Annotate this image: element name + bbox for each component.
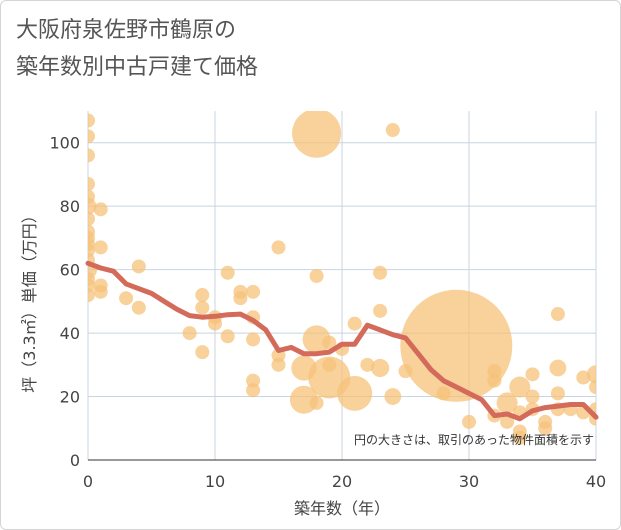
bubble-point bbox=[195, 288, 210, 303]
bubble-point bbox=[309, 268, 324, 283]
bubble-point bbox=[131, 259, 146, 274]
bubble-point bbox=[182, 326, 197, 341]
x-tick-label: 30 bbox=[459, 472, 479, 491]
bubble-point bbox=[292, 111, 342, 158]
bubble-point bbox=[373, 303, 388, 318]
trend-line bbox=[85, 260, 599, 422]
bubble-point bbox=[398, 364, 413, 379]
x-tick-label: 40 bbox=[586, 472, 606, 491]
y-tick-label: 80 bbox=[60, 197, 80, 216]
bubble-point bbox=[246, 332, 261, 347]
bubble-point bbox=[271, 357, 286, 372]
y-tick-label: 0 bbox=[70, 451, 80, 470]
bubble-point bbox=[550, 307, 565, 322]
bubble-point bbox=[496, 392, 518, 414]
size-legend-note: 円の大きさは、取引のあった物件面積を示す bbox=[354, 432, 594, 447]
bubble-point bbox=[271, 240, 286, 255]
x-tick-label: 10 bbox=[205, 472, 225, 491]
bubble-point bbox=[322, 357, 337, 372]
bubble-point bbox=[487, 373, 502, 388]
y-tick-label: 60 bbox=[60, 261, 80, 280]
bubble-point bbox=[88, 176, 95, 191]
bubble-point bbox=[549, 359, 567, 377]
bubble-point bbox=[360, 357, 375, 372]
bubble-point bbox=[131, 300, 146, 315]
bubble-point bbox=[309, 395, 324, 410]
bubble-point bbox=[509, 376, 531, 398]
bubble-point bbox=[500, 414, 515, 429]
grid-lines bbox=[87, 111, 597, 461]
bubble-point bbox=[88, 129, 95, 144]
y-tick-label: 20 bbox=[60, 388, 80, 407]
bubble-point bbox=[373, 265, 388, 280]
bubble-layer bbox=[88, 111, 596, 445]
bubble-point bbox=[88, 288, 95, 303]
bubble-point bbox=[195, 345, 210, 360]
bubble-point bbox=[233, 291, 248, 306]
bubble-point bbox=[589, 380, 596, 395]
bubble-point bbox=[512, 430, 527, 445]
bubble-point bbox=[385, 123, 400, 138]
bubble-point bbox=[436, 386, 451, 401]
bubble-point bbox=[88, 211, 95, 226]
bubble-point bbox=[576, 370, 591, 385]
bubble-point bbox=[371, 358, 390, 378]
chart-title-line1: 大阪府泉佐野市鶴原の bbox=[16, 18, 237, 43]
bubble-point bbox=[400, 289, 513, 402]
bubble-point bbox=[119, 291, 134, 306]
bubble-point bbox=[337, 375, 373, 411]
x-tick-label: 0 bbox=[83, 472, 93, 491]
y-tick-label: 40 bbox=[60, 324, 80, 343]
chart-title-line2: 築年数別中古戸建て価格 bbox=[16, 55, 259, 80]
y-tick-label: 100 bbox=[49, 134, 80, 153]
bubble-point bbox=[525, 389, 540, 404]
bubble-point bbox=[347, 316, 362, 331]
bubble-point bbox=[195, 300, 210, 315]
x-axis-ticks: 0 10 20 30 40 bbox=[83, 472, 606, 491]
bubble-point bbox=[462, 414, 476, 429]
bubble-point bbox=[93, 202, 108, 217]
bubble-point bbox=[384, 388, 402, 405]
bubble-point bbox=[538, 421, 553, 436]
x-tick-label: 20 bbox=[332, 472, 352, 491]
bubble-point bbox=[88, 113, 95, 128]
y-axis-label: 坪（3.3㎡）単価（万円） bbox=[20, 207, 39, 392]
bubble-point bbox=[88, 148, 95, 163]
y-axis-ticks: 0 20 40 60 80 100 bbox=[49, 134, 80, 470]
bubble-point bbox=[246, 284, 261, 299]
bubble-point bbox=[525, 367, 540, 382]
bubble-point bbox=[322, 335, 337, 350]
bubble-point bbox=[246, 383, 261, 398]
bubble-point bbox=[220, 329, 235, 344]
bubble-point bbox=[550, 386, 565, 401]
bubble-point bbox=[93, 240, 108, 255]
bubble-point bbox=[208, 316, 222, 331]
x-axis-label: 築年数（年） bbox=[294, 499, 390, 518]
bubble-point bbox=[220, 265, 235, 280]
bubble-point bbox=[88, 189, 95, 204]
bubble-point bbox=[93, 284, 108, 299]
bubble-point bbox=[291, 355, 317, 381]
